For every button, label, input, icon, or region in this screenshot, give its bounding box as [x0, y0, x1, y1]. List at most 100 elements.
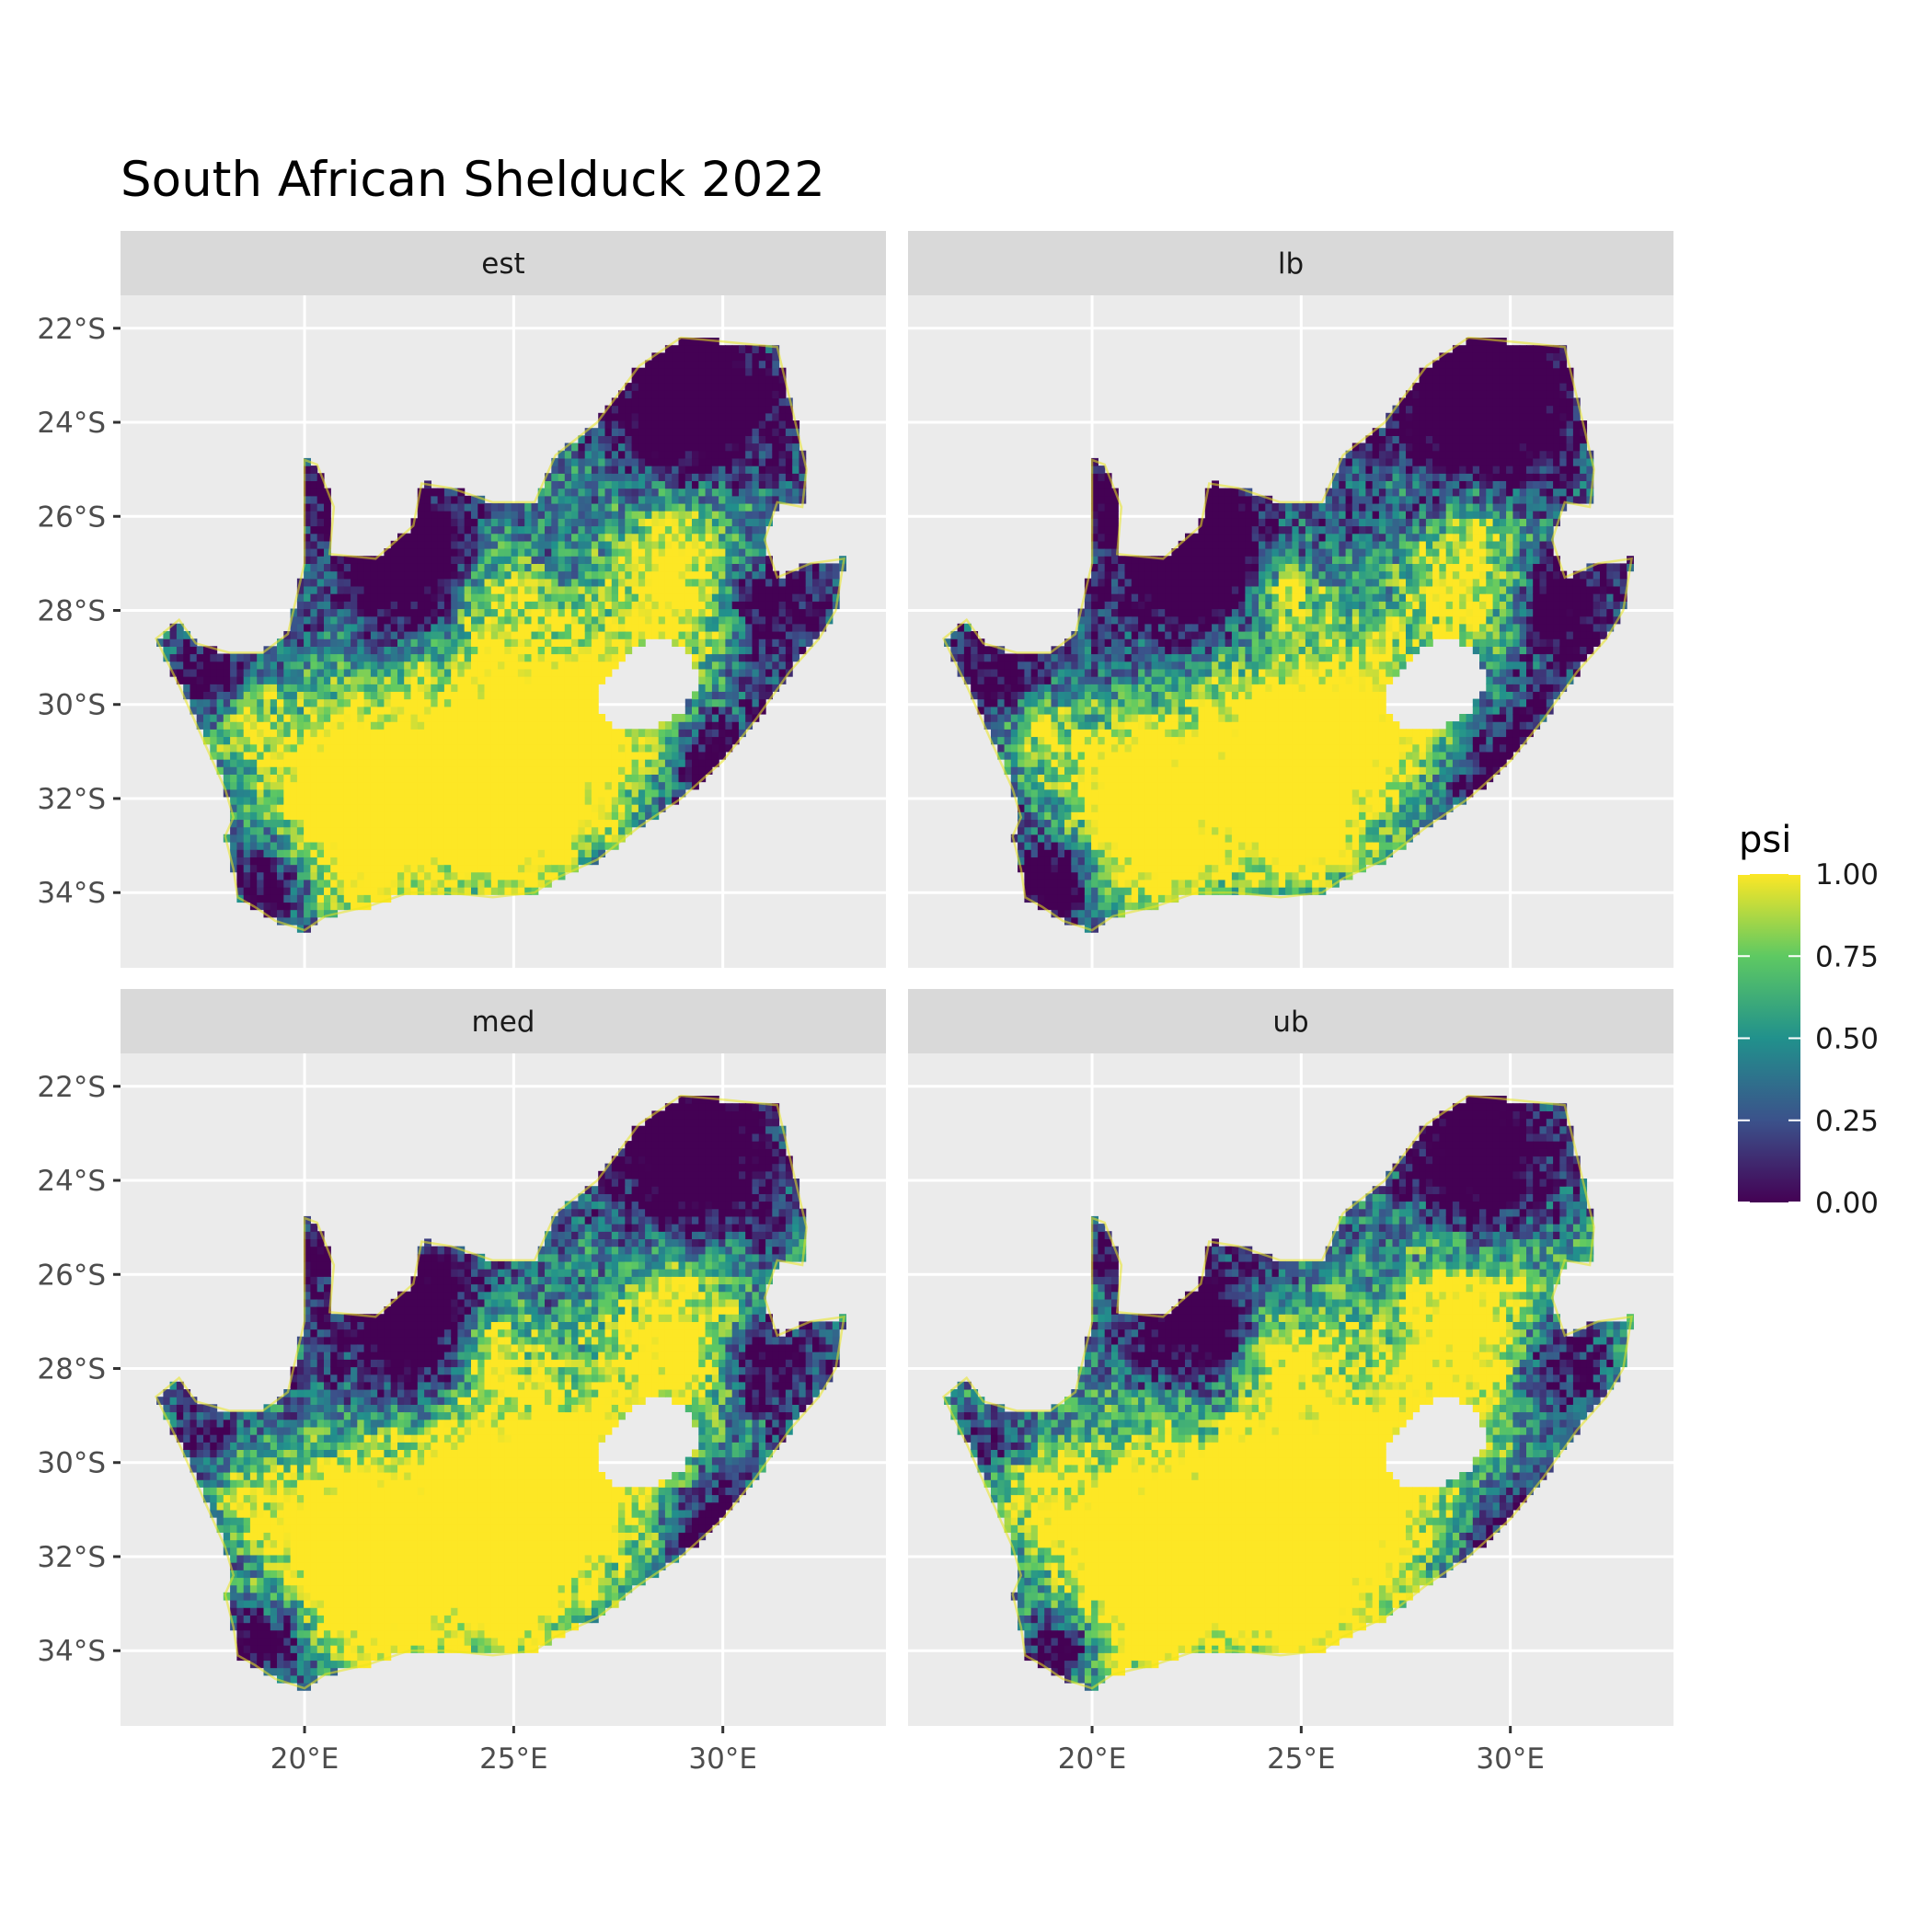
raster-cell: [664, 367, 673, 376]
raster-cell: [230, 653, 237, 662]
raster-cell: [283, 676, 292, 684]
raster-cell: [1044, 811, 1052, 821]
raster-cell: [604, 759, 613, 767]
raster-cell: [604, 781, 613, 790]
raster-cell: [397, 879, 405, 888]
raster-cell: [1091, 894, 1098, 903]
raster-cell: [1044, 743, 1052, 753]
raster-cell: [397, 849, 405, 857]
raster-cell: [504, 533, 512, 542]
raster-cell: [971, 684, 979, 692]
raster-cell: [397, 691, 405, 700]
raster-cell: [257, 774, 265, 783]
raster-cell: [678, 480, 686, 489]
raster-cell: [1057, 879, 1065, 888]
raster-cell: [678, 443, 686, 452]
raster-cell: [684, 405, 693, 414]
raster-cell: [363, 638, 372, 647]
raster-cell: [310, 473, 318, 481]
raster-cell: [357, 887, 365, 895]
raster-cell: [1057, 804, 1065, 812]
raster-cell: [731, 540, 740, 549]
raster-cell: [672, 473, 680, 481]
raster-cell: [705, 457, 713, 466]
raster-cell: [410, 729, 419, 738]
raster-cell: [1084, 819, 1092, 828]
raster-cell: [343, 887, 351, 895]
raster-cell: [651, 420, 660, 429]
raster-cell: [504, 548, 512, 557]
raster-cell: [357, 766, 365, 775]
raster-cell: [249, 653, 258, 662]
raster-cell: [692, 533, 699, 542]
raster-cell: [324, 653, 331, 662]
raster-cell: [705, 638, 713, 647]
raster-cell: [752, 383, 760, 391]
raster-cell: [337, 804, 345, 812]
raster-cell: [337, 608, 345, 617]
raster-cell: [631, 766, 639, 775]
raster-cell: [1051, 743, 1059, 753]
raster-cell: [397, 714, 405, 722]
raster-cell: [257, 736, 265, 745]
raster-cell: [443, 495, 452, 504]
raster-cell: [792, 457, 800, 466]
raster-cell: [772, 631, 780, 639]
raster-cell: [404, 729, 412, 738]
raster-cell: [417, 788, 425, 798]
facet-panel-lb: lb: [908, 231, 1673, 968]
y-tick-label: 28°S: [37, 594, 106, 627]
raster-cell: [484, 871, 492, 880]
raster-cell: [1091, 585, 1098, 594]
raster-cell: [324, 502, 331, 512]
raster-cell: [1044, 676, 1052, 684]
raster-cell: [725, 360, 733, 369]
raster-cell: [558, 826, 566, 835]
raster-cell: [464, 774, 472, 783]
raster-cell: [490, 811, 499, 821]
raster-cell: [551, 781, 559, 790]
raster-cell: [471, 788, 478, 798]
raster-cell: [1037, 751, 1045, 760]
raster-cell: [324, 804, 331, 812]
raster-cell: [578, 548, 586, 557]
raster-cell: [477, 857, 486, 866]
raster-cell: [645, 443, 652, 452]
raster-cell: [705, 759, 713, 767]
raster-cell: [370, 706, 378, 715]
raster-cell: [330, 857, 339, 866]
raster-cell: [618, 585, 626, 594]
raster-cell: [511, 759, 519, 767]
raster-cell: [324, 698, 331, 707]
raster-cell: [477, 743, 486, 753]
raster-cell: [1024, 857, 1032, 866]
raster-cell: [725, 533, 733, 542]
raster-cell: [1004, 714, 1012, 722]
raster-cell: [203, 691, 211, 700]
raster-cell: [1004, 721, 1012, 730]
raster-cell: [351, 601, 358, 610]
raster-cell: [672, 480, 680, 489]
raster-cell: [698, 661, 707, 670]
raster-cell: [1071, 646, 1079, 655]
raster-cell: [618, 412, 626, 421]
raster-cell: [558, 698, 566, 707]
raster-cell: [236, 879, 245, 888]
raster-cell: [571, 684, 579, 692]
raster-cell: [785, 638, 793, 647]
raster-cell: [698, 450, 707, 459]
raster-cell: [210, 743, 218, 753]
raster-cell: [578, 585, 586, 594]
raster-cell: [263, 819, 271, 828]
raster-cell: [719, 412, 726, 421]
raster-cell: [290, 864, 298, 873]
raster-cell: [316, 668, 325, 677]
raster-cell: [437, 819, 445, 828]
raster-cell: [304, 661, 311, 670]
raster-cell: [638, 540, 646, 549]
raster-cell: [591, 788, 599, 798]
raster-cell: [464, 857, 472, 866]
raster-cell: [658, 766, 666, 775]
raster-cell: [223, 668, 231, 677]
raster-cell: [277, 661, 284, 670]
